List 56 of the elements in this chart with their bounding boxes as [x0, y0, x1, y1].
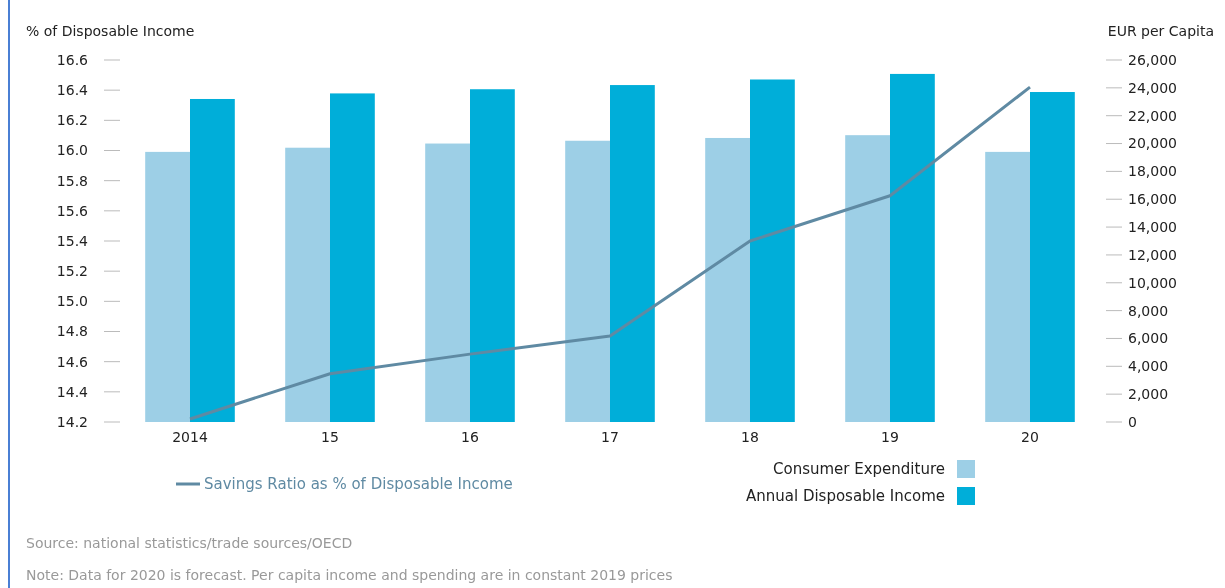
y-tick-label: 15.8 — [56, 172, 88, 189]
legend-label: Annual Disposable Income — [745, 487, 945, 506]
bar — [145, 151, 190, 422]
bar — [985, 151, 1030, 422]
y-tick-label: 16.4 — [56, 82, 89, 99]
y2-tick-label: 12,000 — [1128, 246, 1177, 263]
y-tick-label: 14.2 — [56, 413, 88, 430]
y2-tick-label: 0 — [1128, 413, 1137, 430]
x-tick-label: 17 — [601, 429, 619, 445]
bar — [470, 89, 515, 422]
y2-tick-label: 18,000 — [1128, 163, 1177, 180]
y-axis-title: % of Disposable Income — [26, 23, 195, 39]
y2-tick-label: 20,000 — [1128, 135, 1177, 152]
y-tick-label: 16.0 — [56, 142, 88, 159]
y2-tick-label: 6,000 — [1128, 330, 1169, 347]
x-tick-label: 15 — [321, 429, 339, 445]
bar — [890, 73, 935, 422]
y2-tick-label: 2,000 — [1128, 386, 1169, 403]
y-tick-label: 16.2 — [56, 112, 88, 129]
y-tick-label: 14.4 — [56, 383, 89, 400]
y2-tick-label: 16,000 — [1128, 191, 1177, 208]
y-tick-label: 16.6 — [56, 51, 89, 68]
y2-axis-title: EUR per Capita — [1107, 23, 1214, 39]
bar — [190, 98, 235, 422]
y2-tick-label: 8,000 — [1128, 302, 1169, 319]
y-tick-label: 14.8 — [56, 323, 88, 340]
y-tick-label: 15.0 — [56, 293, 88, 310]
bar — [330, 93, 375, 422]
bar — [750, 79, 795, 422]
y2-tick-label: 14,000 — [1128, 218, 1177, 235]
y-tick-label: 14.6 — [56, 353, 89, 370]
text: Savings Ratio as % of Disposable Income — [204, 475, 513, 494]
y-tick-label: 15.4 — [56, 232, 89, 249]
bar — [565, 140, 610, 422]
line-series — [188, 85, 1032, 421]
x-tick-label: 2014 — [172, 429, 208, 445]
text: Note: Data for 2020 is forecast. Per capita income and spending are in constant 2019 prices — [26, 567, 673, 583]
y2-tick-label: 26,000 — [1128, 51, 1177, 68]
y-tick-label: 15.2 — [56, 263, 88, 280]
x-tick-label: 18 — [741, 429, 759, 445]
y-tick-label: 15.6 — [56, 202, 89, 219]
bar — [285, 147, 330, 422]
bar — [705, 137, 750, 422]
legend-label: Consumer Expenditure — [772, 460, 945, 479]
bar — [610, 85, 655, 422]
source-note: Source: national statistics/trade sources/OECD — [26, 535, 353, 551]
bar — [845, 135, 890, 422]
x-tick-label: 16 — [461, 429, 479, 445]
bar — [425, 143, 470, 422]
y2-tick-label: 10,000 — [1128, 274, 1177, 291]
x-tick-label: 20 — [1021, 429, 1039, 445]
y2-tick-label: 4,000 — [1128, 358, 1169, 375]
y2-tick-label: 24,000 — [1128, 79, 1177, 96]
bar — [1030, 92, 1075, 422]
y2-tick-label: 22,000 — [1128, 107, 1177, 124]
x-tick-label: 19 — [881, 429, 899, 445]
